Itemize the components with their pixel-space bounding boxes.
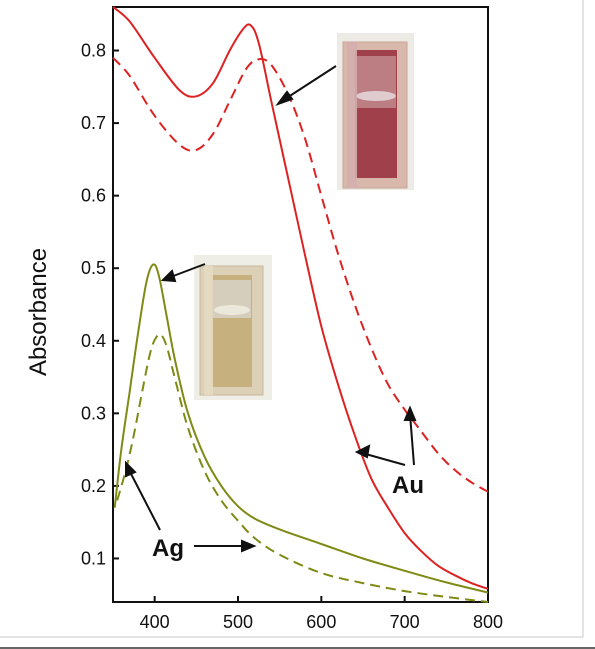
series-ag-solid-line bbox=[113, 263, 489, 594]
y-tick-label: 0.6 bbox=[81, 186, 106, 206]
y-tick-label: 0.8 bbox=[81, 41, 106, 61]
series-layer bbox=[112, 6, 489, 603]
plot-area-frame bbox=[112, 6, 489, 603]
arrow-au-solid-peak bbox=[281, 65, 337, 102]
arrow-au-dashed-tail bbox=[409, 413, 415, 466]
y-tick-label: 0.3 bbox=[81, 403, 106, 423]
arrow-au-solid-tail bbox=[361, 452, 406, 466]
annotation-arrows bbox=[125, 65, 417, 553]
arrow-ag-dashed-rise-head bbox=[125, 460, 137, 478]
silver-cuvette-photo bbox=[194, 255, 272, 400]
y-tick-label: 0.4 bbox=[81, 331, 106, 351]
label-ag: Ag bbox=[152, 535, 184, 562]
arrow-ag-tail-head bbox=[241, 539, 257, 553]
y-tick-label: 0.1 bbox=[81, 548, 106, 568]
x-tick-label: 600 bbox=[306, 612, 336, 632]
series-au-solid-line bbox=[112, 6, 489, 590]
label-au: Au bbox=[392, 472, 424, 499]
y-tick-label: 0.7 bbox=[81, 113, 106, 133]
y-tick-label: 0.2 bbox=[81, 476, 106, 496]
y-tick-label: 0.5 bbox=[81, 258, 106, 278]
x-axis: 400 500 600 700 800 bbox=[140, 596, 503, 632]
x-tick-label: 800 bbox=[473, 612, 503, 632]
arrow-ag-solid-peak-head bbox=[160, 269, 177, 283]
x-tick-label: 700 bbox=[390, 612, 420, 632]
x-tick-label: 500 bbox=[223, 612, 253, 632]
series-ag-dashed-line bbox=[116, 333, 489, 603]
series-au-dashed-line bbox=[112, 57, 489, 493]
gold-cuvette-photo bbox=[337, 33, 414, 190]
arrow-ag-dashed-rise bbox=[127, 467, 161, 531]
arrow-au-solid-peak-head bbox=[275, 90, 294, 107]
arrow-au-solid-tail-head bbox=[354, 444, 371, 459]
arrow-au-dashed-tail-head bbox=[403, 405, 417, 421]
y-axis-label: Absorbance bbox=[25, 248, 52, 376]
y-axis: 0.1 0.2 0.3 0.4 0.5 0.6 0.7 0.8 bbox=[81, 41, 119, 568]
x-tick-label: 400 bbox=[140, 612, 170, 632]
